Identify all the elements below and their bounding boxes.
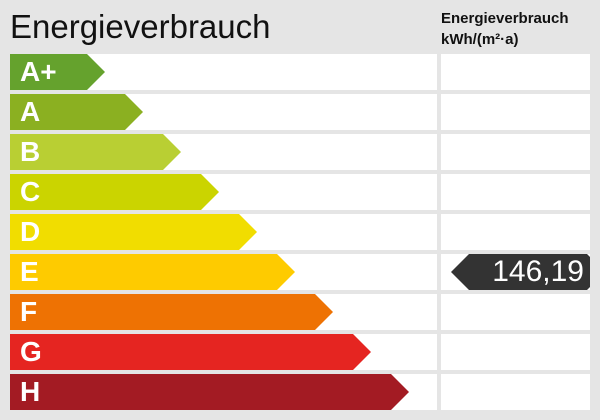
value-cell bbox=[441, 294, 590, 330]
class-bar-shape bbox=[10, 294, 333, 330]
class-bar-shape bbox=[10, 94, 143, 130]
value-marker-shape bbox=[451, 254, 590, 290]
column-header: Energieverbrauch kWh/(m²·a) bbox=[441, 8, 569, 50]
value-cell bbox=[441, 174, 590, 210]
class-bar: G bbox=[10, 334, 371, 370]
class-bar: C bbox=[10, 174, 219, 210]
class-bar: F bbox=[10, 294, 333, 330]
class-bar-shape bbox=[10, 174, 219, 210]
class-bar: D bbox=[10, 214, 257, 250]
class-bar: A+ bbox=[10, 54, 105, 90]
class-label: H bbox=[20, 376, 41, 407]
value-cell bbox=[441, 214, 590, 250]
class-label: B bbox=[20, 136, 41, 167]
class-label: E bbox=[20, 256, 39, 287]
class-bar: A bbox=[10, 94, 143, 130]
column-header-line1: Energieverbrauch bbox=[441, 10, 569, 27]
class-bar: B bbox=[10, 134, 181, 170]
value-cell bbox=[441, 54, 590, 90]
class-label: A+ bbox=[20, 56, 57, 87]
value-cell bbox=[441, 94, 590, 130]
class-label: A bbox=[20, 96, 41, 127]
class-label: G bbox=[20, 336, 42, 367]
class-bar-shape bbox=[10, 254, 295, 290]
class-label: F bbox=[20, 296, 38, 327]
column-header-line2: kWh/(m²·a) bbox=[441, 31, 519, 48]
class-bar-shape bbox=[10, 214, 257, 250]
class-bar-shape bbox=[10, 334, 371, 370]
value-cell bbox=[441, 134, 590, 170]
class-bar-shape bbox=[10, 54, 105, 90]
class-label: C bbox=[20, 176, 41, 207]
class-bar-shape bbox=[10, 374, 409, 410]
value-cell bbox=[441, 374, 590, 410]
value-marker: 146,19 bbox=[451, 254, 590, 290]
value-cell bbox=[441, 334, 590, 370]
value-marker-text: 146,19 bbox=[492, 255, 584, 288]
class-bar: E bbox=[10, 254, 295, 290]
class-bar: H bbox=[10, 374, 409, 410]
class-bar-shape bbox=[10, 134, 181, 170]
class-label: D bbox=[20, 216, 41, 247]
chart-title: Energieverbrauch bbox=[10, 8, 271, 45]
